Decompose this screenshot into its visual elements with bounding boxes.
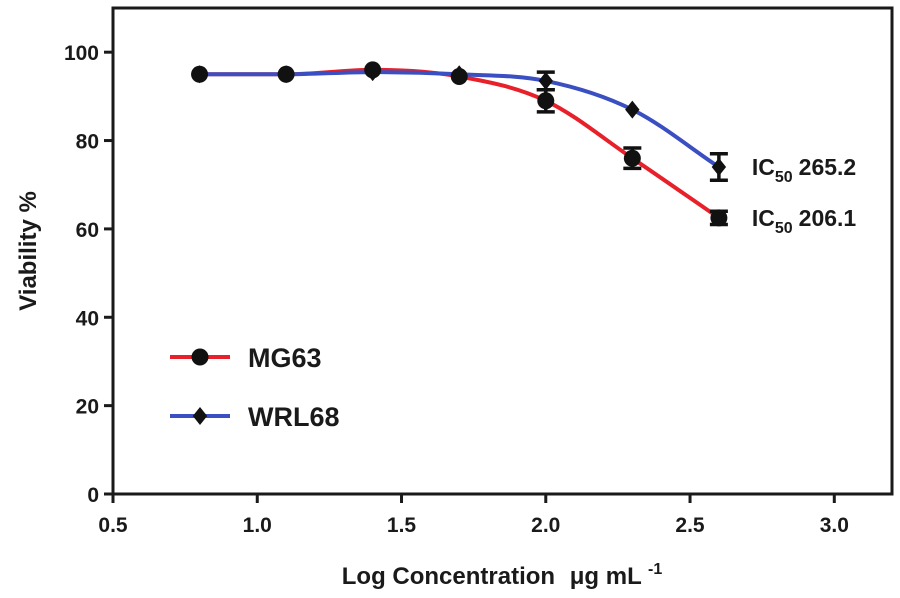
y-axis-ticks: 0 20 40 60 80 100: [64, 42, 113, 507]
data-point-mg63: [537, 92, 555, 110]
fit-curves: [199, 67, 721, 220]
x-tick-label: 0.5: [98, 514, 128, 537]
data-point-wrl68: [365, 63, 380, 82]
x-axis-title-unit: μg mL: [570, 563, 642, 590]
data-point-wrl68: [452, 65, 467, 84]
data-points: [191, 61, 728, 227]
ic50-subscript: 50: [775, 220, 793, 237]
ic50-prefix: IC: [752, 154, 775, 180]
legend-label-mg63: MG63: [248, 343, 322, 373]
legend-marker-wrl68: [192, 407, 208, 425]
data-point-wrl68: [278, 65, 294, 84]
y-axis-title: Viability %: [15, 191, 42, 311]
data-point-wrl68: [625, 100, 640, 119]
y-tick-label: 20: [76, 396, 99, 419]
data-point-wrl68: [192, 65, 207, 84]
plot-frame: [111, 6, 894, 496]
x-axis-title-exponent: -1: [648, 561, 662, 578]
x-axis-ticks: 0.5 1.0 1.5 2.0 2.5 3.0: [98, 494, 849, 537]
data-point-wrl68: [711, 158, 727, 177]
legend-marker-mg63: [191, 348, 209, 366]
x-tick-label: 1.0: [243, 514, 272, 537]
data-point-mg63: [710, 209, 728, 227]
data-point-mg63: [623, 149, 641, 167]
y-tick-label: 40: [76, 307, 99, 330]
curve-wrl68: [199, 70, 720, 169]
y-tick-label: 0: [87, 484, 99, 507]
x-axis-title-main: Log Concentration: [342, 563, 555, 590]
x-tick-label: 3.0: [820, 514, 849, 537]
legend: MG63 WRL68: [170, 343, 340, 432]
y-tick-label: 100: [64, 42, 99, 65]
data-point-wrl68: [538, 71, 553, 90]
ic50-label-mg63: IC50 206.1: [752, 205, 857, 237]
x-tick-label: 2.0: [531, 514, 560, 537]
x-axis-title: Log Concentration μg mL -1: [342, 561, 663, 590]
y-tick-label: 60: [76, 219, 99, 242]
x-tick-label: 1.5: [387, 514, 417, 537]
y-tick-label: 80: [76, 131, 99, 154]
curve-mg63: [199, 67, 721, 220]
ic50-value: 206.1: [799, 205, 857, 231]
x-tick-label: 2.5: [675, 514, 705, 537]
legend-label-wrl68: WRL68: [248, 402, 340, 432]
ic50-subscript: 50: [775, 169, 793, 186]
ic50-prefix: IC: [752, 205, 775, 231]
ic50-label-wrl68: IC50 265.2: [752, 154, 856, 186]
ic50-value: 265.2: [799, 154, 857, 180]
